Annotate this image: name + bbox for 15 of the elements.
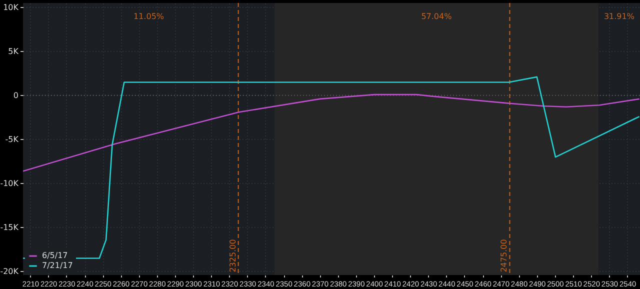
annotation: 57.04%	[421, 12, 452, 21]
y-tick-label: 0	[13, 90, 18, 100]
y-tick-label: -20K	[0, 266, 20, 276]
line-series	[23, 94, 640, 172]
ref-line-label: 2475.00	[500, 239, 509, 272]
annotation: 11.05%	[133, 12, 164, 21]
legend-label: 6/5/17	[42, 251, 68, 260]
legend-label: 7/21/17	[42, 261, 73, 270]
y-tick-label: -15K	[0, 222, 20, 232]
annotation: 31.91%	[604, 12, 635, 21]
y-tick-label: -10K	[0, 178, 20, 188]
ref-line-label: 2325.00	[228, 239, 238, 272]
y-tick-label: 10K	[3, 2, 20, 12]
y-tick-label: 5K	[8, 46, 20, 56]
y-tick-label: -5K	[5, 134, 20, 144]
